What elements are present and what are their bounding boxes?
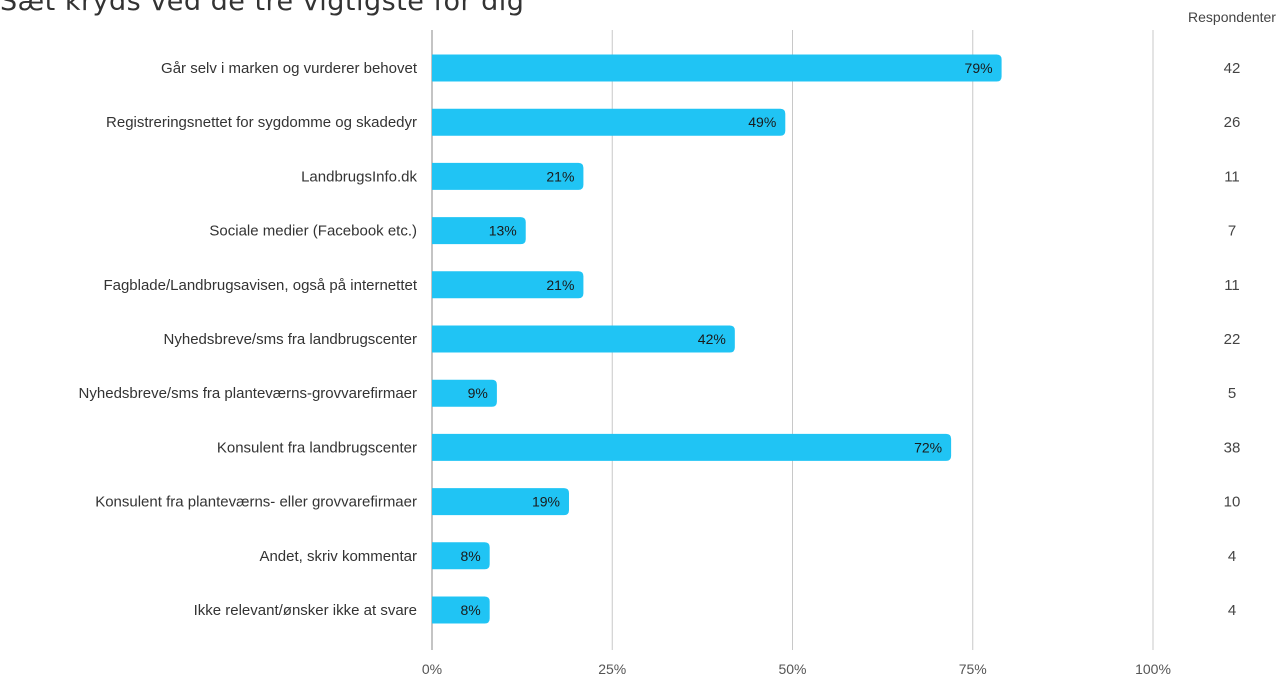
chart-title: Sæt kryds ved de tre vigtigste for dig	[0, 0, 525, 17]
respondent-count: 10	[1224, 494, 1241, 511]
category-labels: Går selv i marken og vurderer behovet Reg…	[79, 60, 418, 619]
bar-value-label: 42%	[698, 331, 726, 347]
respondent-count: 38	[1224, 439, 1241, 456]
bar-value-label: 21%	[546, 168, 574, 184]
category-label: Andet, skriv kommentar	[259, 548, 417, 565]
respondent-counts: Respondenter 42 26 11 7 11 22 5 38 10 4 4	[1188, 9, 1276, 619]
bar	[432, 542, 490, 570]
respondent-count: 4	[1228, 548, 1236, 565]
category-label: Nyhedsbreve/sms fra landbrugscenter	[164, 331, 417, 348]
x-tick-label: 75%	[959, 661, 987, 677]
bar-value-label: 79%	[965, 60, 993, 76]
bar-value-label: 21%	[546, 277, 574, 293]
bar-value-label: 19%	[532, 494, 560, 510]
category-label: Konsulent fra landbrugscenter	[217, 439, 417, 456]
respondent-count: 11	[1224, 168, 1240, 185]
category-label: Konsulent fra planteværns- eller grovvar…	[95, 494, 417, 511]
bar-value-label: 8%	[460, 602, 480, 618]
bar-value-label: 49%	[748, 114, 776, 130]
category-label: Ikke relevant/ønsker ikke at svare	[194, 602, 417, 619]
respondent-count: 11	[1224, 277, 1240, 294]
category-label: Nyhedsbreve/sms fra planteværns-grovvare…	[79, 385, 417, 402]
bar-value-label: 8%	[460, 548, 480, 564]
bar-value-label: 9%	[468, 385, 488, 401]
respondent-count: 5	[1228, 385, 1236, 402]
bar-value-label: 13%	[489, 223, 517, 239]
category-label: Sociale medier (Facebook etc.)	[209, 223, 417, 240]
x-tick-label: 25%	[598, 661, 626, 677]
respondent-count: 42	[1224, 60, 1241, 77]
category-label: Fagblade/Landbrugsavisen, også på intern…	[103, 277, 417, 294]
bar-value-label: 72%	[914, 439, 942, 455]
bar	[432, 271, 584, 299]
respondent-count: 26	[1224, 114, 1241, 131]
respondent-count: 22	[1224, 331, 1241, 348]
bar	[432, 379, 497, 407]
bar	[432, 325, 735, 353]
x-tick-label: 100%	[1135, 661, 1171, 677]
respondent-count: 7	[1228, 223, 1236, 240]
bar	[432, 488, 569, 516]
bar	[432, 54, 1002, 82]
x-tick-label: 50%	[778, 661, 806, 677]
respondents-header: Respondenter	[1188, 9, 1276, 25]
x-tick-label: 0%	[422, 661, 442, 677]
bar	[432, 433, 952, 461]
x-axis-ticks: 0% 25% 50% 75% 100%	[422, 661, 1171, 677]
category-label: LandbrugsInfo.dk	[301, 168, 417, 185]
category-label: Går selv i marken og vurderer behovet	[161, 60, 418, 77]
bar	[432, 162, 584, 190]
bar	[432, 217, 526, 245]
bar	[432, 596, 490, 624]
category-label: Registreringsnettet for sygdomme og skad…	[106, 114, 417, 131]
bar	[432, 108, 786, 136]
respondent-count: 4	[1228, 602, 1236, 619]
bars: 79% 49% 21% 13% 21% 42% 9% 72% 19% 8% 8%	[432, 54, 1002, 624]
